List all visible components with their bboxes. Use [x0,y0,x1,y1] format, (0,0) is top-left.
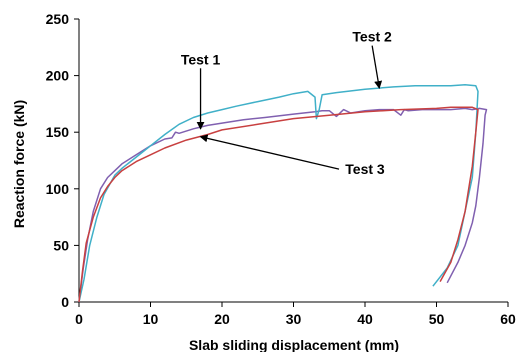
y-tick-label: 100 [46,181,70,197]
annotation-label: Test 1 [181,51,221,67]
annotation-label: Test 2 [352,29,392,45]
test-1-line [78,107,488,303]
y-tick-label: 0 [61,294,69,310]
x-tick-label: 50 [429,311,445,327]
y-tick-label: 250 [46,11,70,27]
annotations: Test 1 Test 2 Test 3 [181,29,392,177]
y-axis-title: Reaction force (kN) [11,100,27,228]
annotation-label: Test 3 [345,161,385,177]
series-3-line [78,106,479,303]
axes [74,18,509,307]
y-tick-label: 200 [46,68,70,84]
x-tick-label: 30 [286,311,302,327]
x-tick-label: 40 [357,311,373,327]
x-tick-label: 0 [75,311,83,327]
y-tick-label: 50 [53,237,69,253]
x-tick-label: 20 [214,311,230,327]
test-2-line [78,83,479,303]
tick-labels: 0 50 100 150 200 250 0 10 20 30 40 50 60 [46,11,516,327]
annotation-arrow [199,134,340,170]
x-tick-label: 60 [500,311,516,327]
y-tick-label: 150 [46,124,70,140]
x-axis-title: Slab sliding displacement (mm) [189,337,399,352]
x-tick-label: 10 [143,311,159,327]
series-lines [78,83,488,303]
annotation-arrow [371,45,383,90]
